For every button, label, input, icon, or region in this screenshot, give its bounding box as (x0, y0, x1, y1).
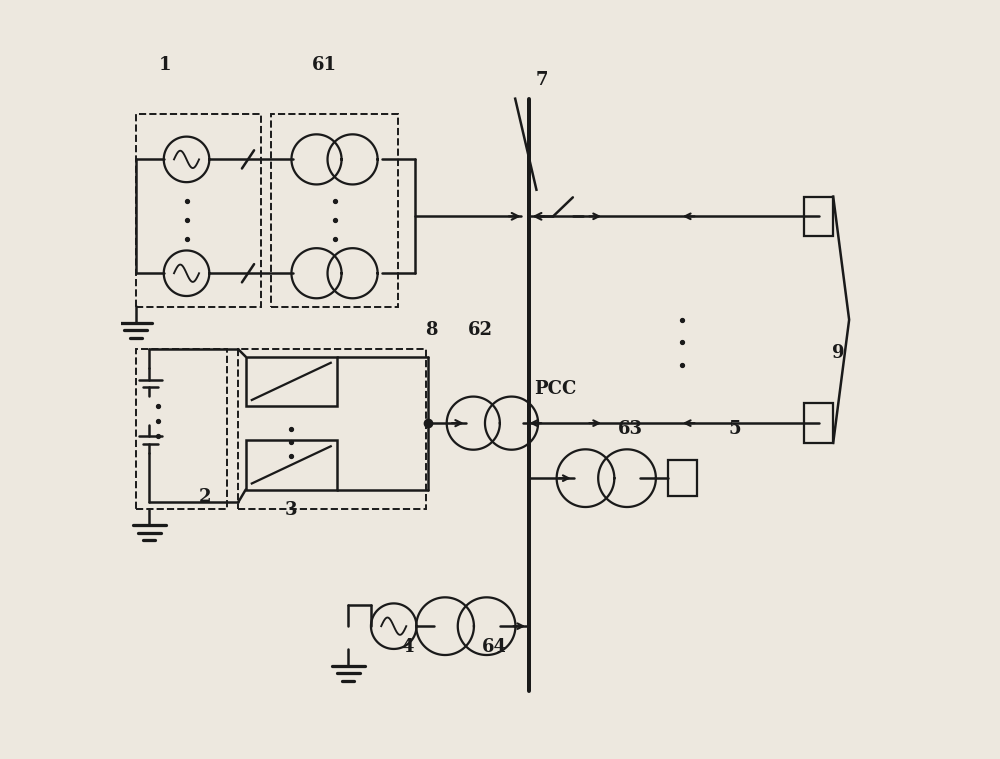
Text: 3: 3 (285, 501, 298, 519)
Text: 2: 2 (199, 488, 212, 506)
Bar (136, 349, 227, 509)
Bar (804, 197, 833, 236)
Bar (271, 114, 398, 307)
Text: 5: 5 (729, 420, 742, 438)
Bar (668, 460, 697, 496)
Bar (804, 404, 833, 443)
Text: 4: 4 (401, 638, 414, 656)
Text: 1: 1 (158, 55, 171, 74)
Bar (238, 349, 426, 509)
Text: 61: 61 (311, 55, 336, 74)
Text: 62: 62 (468, 321, 493, 339)
Bar (246, 357, 337, 406)
Text: 7: 7 (535, 71, 548, 89)
Text: 63: 63 (618, 420, 643, 438)
Bar (136, 114, 261, 307)
Text: 64: 64 (482, 638, 507, 656)
Text: PCC: PCC (534, 380, 577, 398)
Text: 8: 8 (425, 321, 438, 339)
Bar (246, 440, 337, 490)
Text: 9: 9 (832, 344, 844, 362)
